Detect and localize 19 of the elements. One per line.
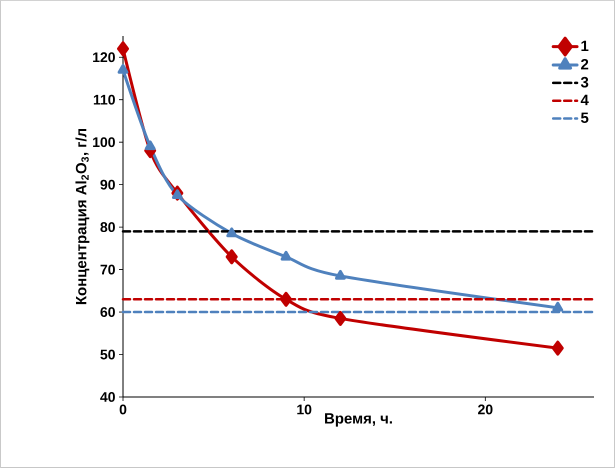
legend-label: 1 bbox=[581, 40, 588, 51]
legend-label: 3 bbox=[580, 76, 588, 88]
y-tick-label: 110 bbox=[94, 94, 115, 105]
y-axis-title: Концентрация Al$_{2}$O$_{3}$, г/л bbox=[75, 128, 90, 304]
y-tick-label: 90 bbox=[100, 180, 115, 190]
y-tick-label: 70 bbox=[100, 264, 115, 275]
y-tick-label: 100 bbox=[93, 137, 115, 148]
legend-label: 2 bbox=[581, 58, 588, 70]
y-tick-label: 40 bbox=[100, 392, 115, 402]
y-tick-label: 120 bbox=[93, 52, 115, 62]
y-tick-label: 60 bbox=[100, 307, 115, 317]
y-tick-label: 80 bbox=[100, 222, 115, 232]
legend-label: 5 bbox=[580, 112, 588, 123]
legend-label: 4 bbox=[580, 94, 589, 106]
x-tick-label: 20 bbox=[478, 404, 492, 414]
x-tick-label: 10 bbox=[297, 404, 312, 414]
y-tick-label: 50 bbox=[100, 350, 115, 360]
x-axis-title: Время, ч. bbox=[325, 413, 392, 427]
x-tick-label: 0 bbox=[120, 404, 126, 414]
